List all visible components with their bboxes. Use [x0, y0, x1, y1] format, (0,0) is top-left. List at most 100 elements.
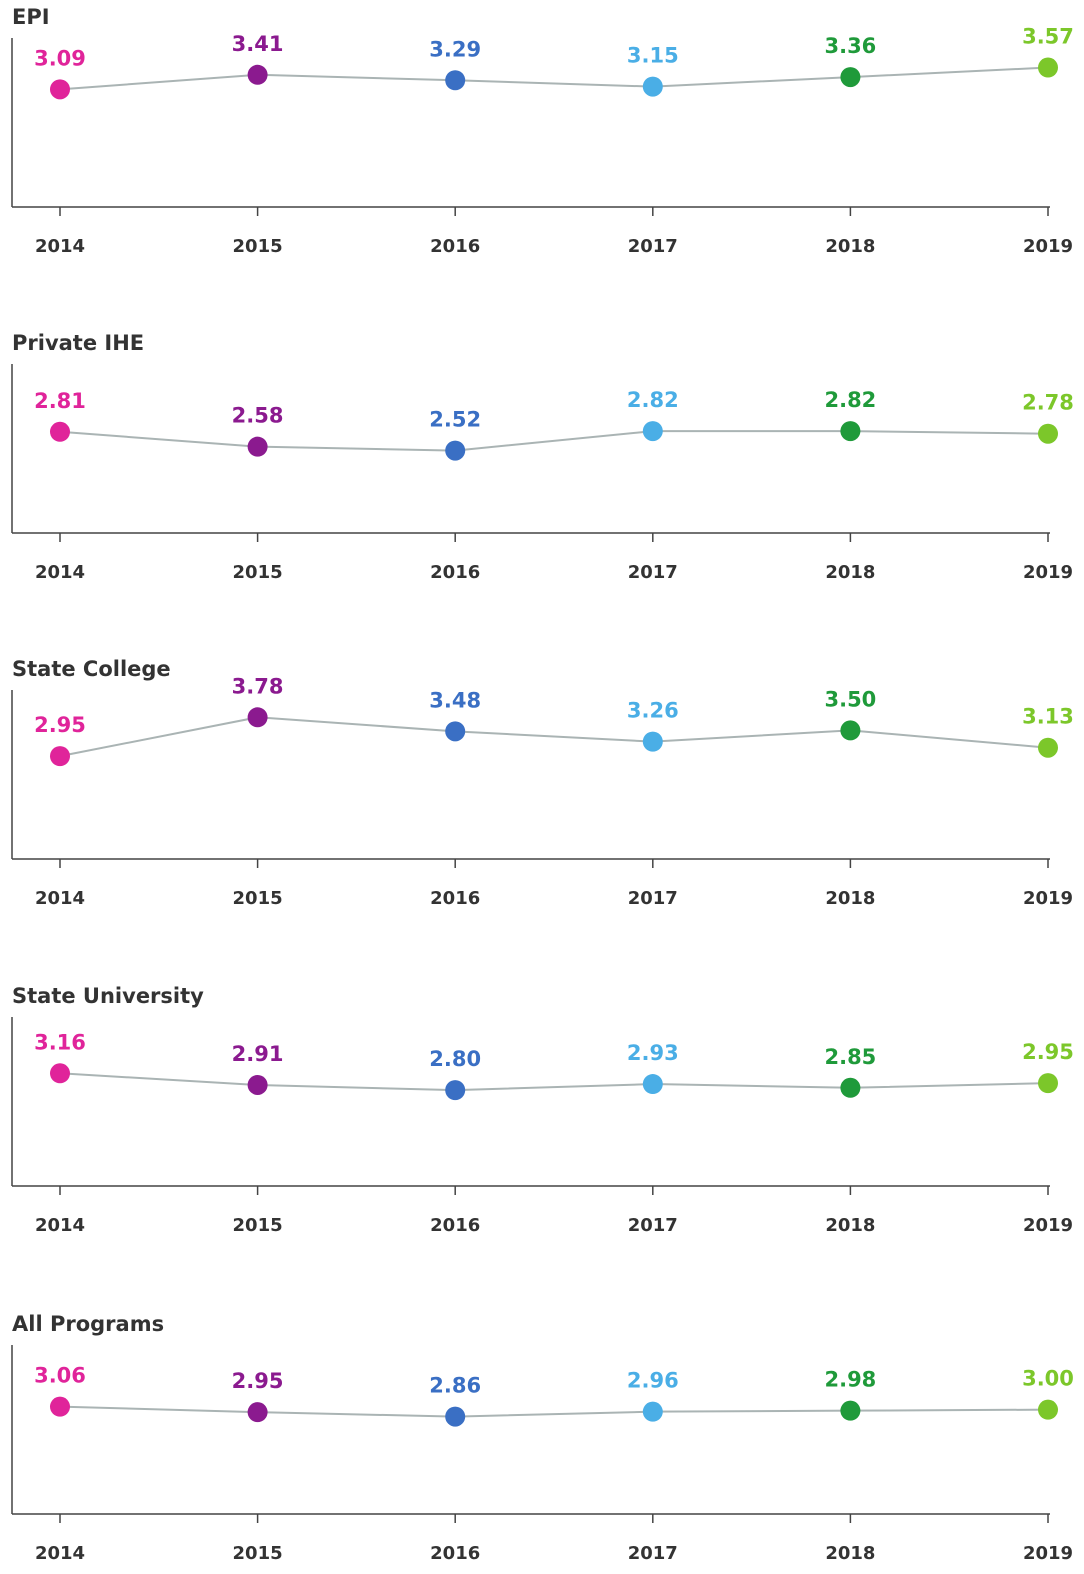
x-tick-label: 2014 — [35, 562, 85, 583]
point — [840, 67, 861, 88]
point — [642, 731, 663, 752]
point — [840, 720, 861, 741]
x-tick-label: 2015 — [233, 1215, 283, 1236]
value-label: 2.80 — [429, 1047, 481, 1071]
value-label: 3.00 — [1022, 1367, 1074, 1391]
value-label: 2.82 — [627, 388, 679, 412]
x-tick-label: 2018 — [825, 1543, 875, 1564]
point — [840, 1400, 861, 1421]
x-tick-label: 2015 — [233, 888, 283, 909]
point — [50, 1396, 70, 1417]
chart-title: State University — [12, 984, 204, 1008]
point — [1038, 423, 1058, 444]
value-label: 3.15 — [627, 44, 679, 68]
x-tick-label: 2018 — [825, 888, 875, 909]
x-tick-label: 2014 — [35, 236, 85, 257]
x-tick-label: 2017 — [628, 236, 678, 257]
x-tick-label: 2019 — [1023, 1215, 1073, 1236]
x-tick-label: 2017 — [628, 888, 678, 909]
x-tick-label: 2018 — [825, 562, 875, 583]
point — [247, 1074, 268, 1095]
point — [642, 1401, 663, 1422]
value-label: 3.26 — [627, 699, 679, 723]
value-label: 2.58 — [232, 404, 284, 428]
value-label: 2.52 — [429, 408, 481, 432]
point — [247, 707, 268, 728]
x-tick-label: 2018 — [825, 1215, 875, 1236]
point — [50, 1063, 70, 1084]
point — [445, 440, 466, 461]
value-label: 2.81 — [34, 389, 86, 413]
value-label: 2.95 — [34, 713, 86, 737]
chart-title: EPI — [12, 5, 50, 29]
point — [247, 1402, 268, 1423]
value-label: 2.91 — [232, 1042, 284, 1066]
point — [1038, 1073, 1058, 1094]
x-tick-label: 2016 — [430, 236, 480, 257]
point — [1038, 57, 1058, 78]
point — [642, 421, 663, 442]
value-label: 2.95 — [232, 1369, 284, 1393]
value-label: 3.29 — [429, 37, 481, 61]
value-label: 3.13 — [1022, 705, 1074, 729]
x-tick-label: 2019 — [1023, 236, 1073, 257]
x-tick-label: 2014 — [35, 888, 85, 909]
value-label: 2.98 — [824, 1368, 876, 1392]
value-label: 2.78 — [1022, 391, 1074, 415]
x-tick-label: 2014 — [35, 1543, 85, 1564]
point — [445, 70, 466, 91]
value-label: 3.48 — [429, 688, 481, 712]
chart-title: State College — [12, 657, 171, 681]
point — [50, 746, 70, 767]
point — [445, 1406, 466, 1427]
value-label: 2.82 — [824, 388, 876, 412]
line — [59, 1072, 1049, 1092]
x-tick-label: 2017 — [628, 1215, 678, 1236]
x-tick-label: 2016 — [430, 888, 480, 909]
x-tick-label: 2019 — [1023, 1543, 1073, 1564]
value-label: 3.50 — [824, 687, 876, 711]
x-tick-label: 2016 — [430, 1215, 480, 1236]
x-tick-label: 2017 — [628, 1543, 678, 1564]
value-label: 2.95 — [1022, 1040, 1074, 1064]
point — [247, 64, 268, 85]
x-tick-label: 2018 — [825, 236, 875, 257]
point — [840, 421, 861, 442]
x-tick-label: 2015 — [233, 562, 283, 583]
point — [50, 421, 70, 442]
value-label: 3.57 — [1022, 25, 1074, 49]
x-tick-label: 2019 — [1023, 888, 1073, 909]
point — [50, 79, 70, 100]
line — [59, 1405, 1049, 1418]
value-label: 3.09 — [34, 46, 86, 70]
line — [59, 430, 1049, 452]
value-label: 2.85 — [824, 1045, 876, 1069]
value-label: 3.36 — [824, 34, 876, 58]
x-tick-label: 2014 — [35, 1215, 85, 1236]
value-label: 3.16 — [34, 1030, 86, 1054]
line — [59, 66, 1049, 91]
value-label: 2.96 — [627, 1369, 679, 1393]
x-tick-label: 2017 — [628, 562, 678, 583]
value-label: 3.41 — [232, 32, 284, 56]
point — [247, 436, 268, 457]
line — [59, 716, 1049, 758]
point — [642, 1074, 663, 1095]
point — [642, 76, 663, 97]
point — [1038, 1399, 1058, 1420]
x-tick-label: 2019 — [1023, 562, 1073, 583]
point — [1038, 737, 1058, 758]
value-label: 3.78 — [232, 674, 284, 698]
chart-title: Private IHE — [12, 331, 144, 355]
chart-title: All Programs — [12, 1312, 164, 1336]
value-label: 2.93 — [627, 1041, 679, 1065]
x-tick-label: 2015 — [233, 236, 283, 257]
point — [840, 1077, 861, 1098]
value-label: 2.86 — [429, 1374, 481, 1398]
x-tick-label: 2015 — [233, 1543, 283, 1564]
x-tick-label: 2016 — [430, 1543, 480, 1564]
point — [445, 721, 466, 742]
value-label: 3.06 — [34, 1364, 86, 1388]
point — [445, 1080, 466, 1101]
